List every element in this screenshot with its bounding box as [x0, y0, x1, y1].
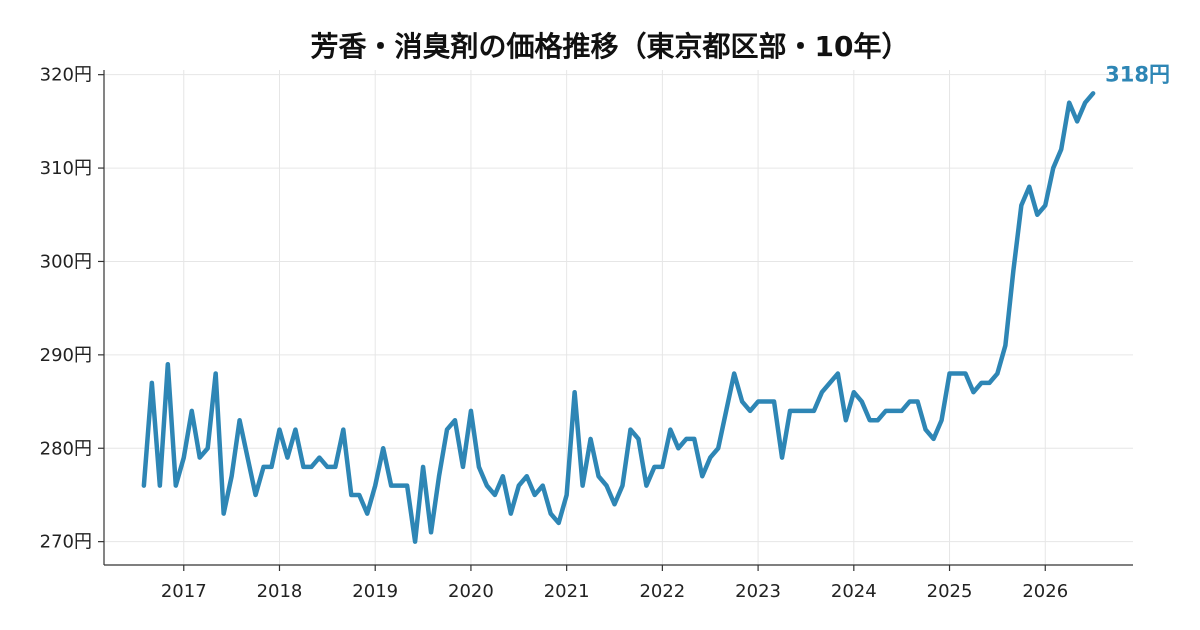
- y-tick-label: 270円: [40, 532, 92, 553]
- y-tick-label: 280円: [40, 438, 92, 459]
- series-line: [141, 91, 1096, 544]
- x-tick-label: 2025: [927, 581, 973, 602]
- x-tick-label: 2021: [544, 581, 590, 602]
- y-tick-label: 320円: [40, 65, 92, 86]
- axes: [103, 70, 1133, 566]
- x-tick-label: 2026: [1022, 581, 1068, 602]
- x-tick-label: 2018: [257, 581, 303, 602]
- y-tick-label: 290円: [40, 345, 92, 366]
- chart-title: 芳香・消臭剤の価格推移（東京都区部・10年）: [311, 30, 910, 63]
- x-tick-label: 2023: [735, 581, 781, 602]
- y-tick-label: 300円: [40, 251, 92, 272]
- x-tick-label: 2022: [639, 581, 685, 602]
- x-tick-label: 2020: [448, 581, 494, 602]
- grid-lines: [104, 70, 1133, 565]
- y-axis-ticks: 270円 280円 290円 300円 310円 320円: [40, 65, 104, 553]
- x-tick-label: 2024: [831, 581, 877, 602]
- x-tick-label: 2019: [352, 581, 398, 602]
- x-axis-ticks: 2017 2018 2019 2020 2021 2022 2023 2024 2025 2026: [161, 565, 1068, 602]
- x-tick-label: 2017: [161, 581, 207, 602]
- y-tick-label: 310円: [40, 158, 92, 179]
- end-value-label: 318円: [1105, 62, 1170, 86]
